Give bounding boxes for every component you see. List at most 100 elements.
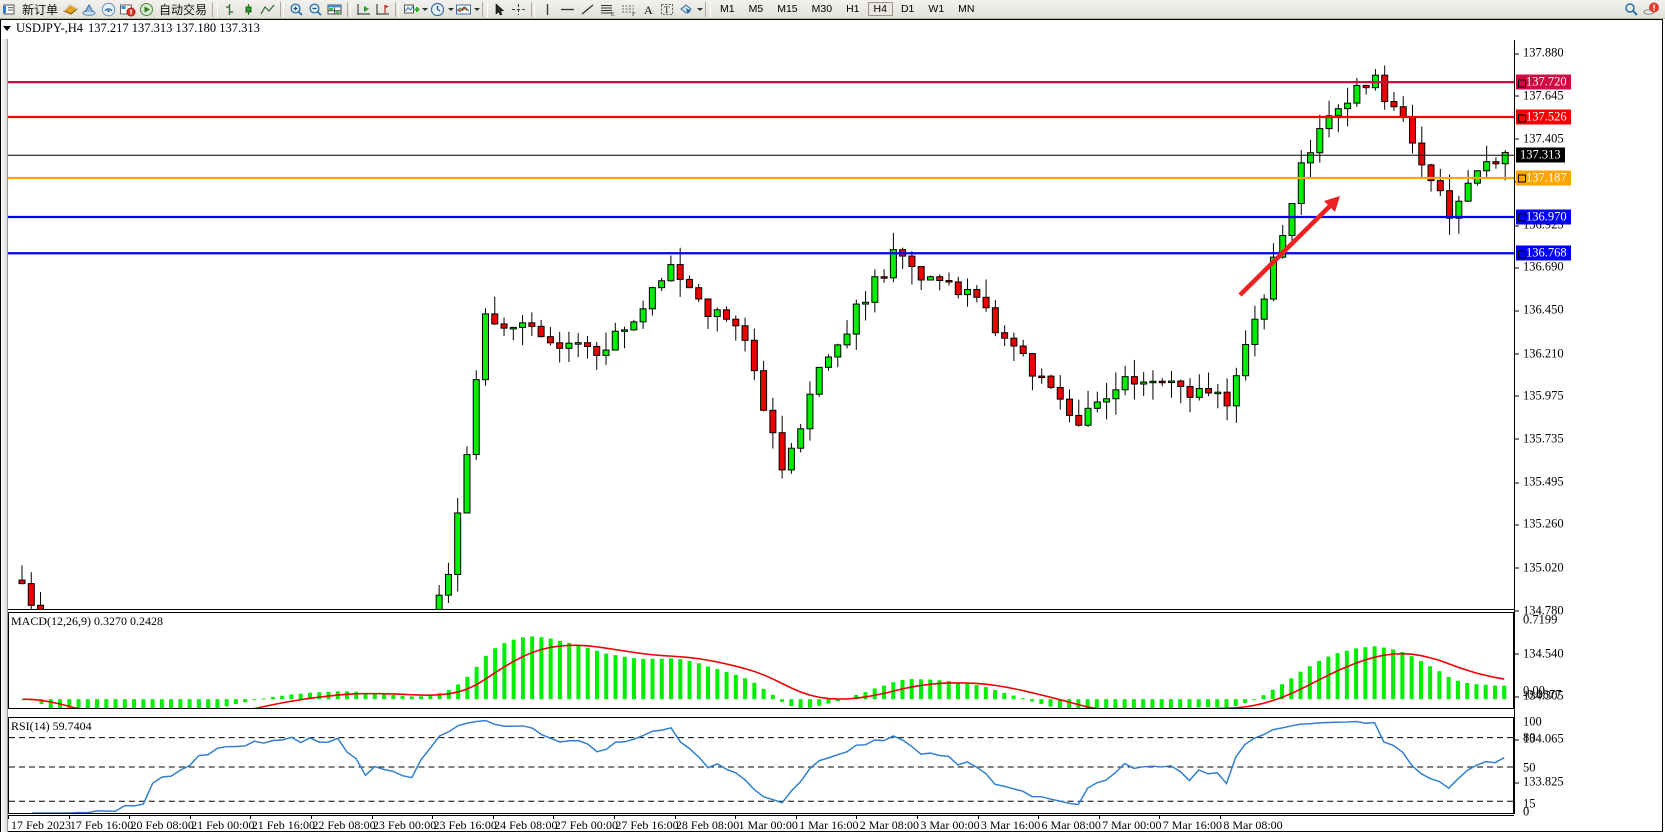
timeframe-m5[interactable]: M5	[748, 3, 764, 15]
shift-chart-icon[interactable]	[355, 1, 372, 18]
timeframe-w1[interactable]: W1	[928, 3, 945, 15]
candlestick	[778, 432, 786, 471]
price-axis[interactable]: 137.880137.645137.405137.165136.925136.6…	[1514, 40, 1664, 819]
candlestick	[537, 325, 545, 338]
macd-histogram-bar	[1483, 684, 1488, 700]
candlestick	[1251, 318, 1259, 345]
candlestick	[676, 264, 684, 280]
level-handle-icon[interactable]	[1518, 213, 1526, 222]
timeframe-h4[interactable]: H4	[867, 2, 893, 16]
rsi-scale-80: 80	[1523, 730, 1536, 745]
level-handle-icon[interactable]	[1518, 250, 1526, 259]
time-tick-mark	[68, 815, 70, 819]
fibonacci-icon[interactable]: E	[598, 1, 617, 18]
templates-icon[interactable]	[455, 1, 472, 18]
candlestick	[1130, 376, 1138, 385]
cursor-icon[interactable]	[491, 1, 508, 18]
candlestick	[630, 321, 638, 331]
crosshair-icon[interactable]	[510, 1, 527, 18]
macd-histogram-bar	[1113, 699, 1118, 708]
rsi-scale-100: 100	[1523, 714, 1542, 729]
new-order-icon[interactable]	[1, 1, 18, 18]
level-handle-icon[interactable]	[1518, 114, 1526, 123]
time-tick-mark	[1098, 815, 1100, 819]
bar-chart-icon[interactable]	[221, 1, 238, 18]
period-dropdown-caret[interactable]	[447, 1, 454, 18]
timeframe-m15[interactable]: M15	[777, 3, 798, 15]
text-icon[interactable]: A	[640, 1, 657, 18]
alerts-icon[interactable]	[1642, 1, 1661, 18]
timeframe-m1[interactable]: M1	[720, 3, 735, 15]
search-icon[interactable]	[1623, 1, 1640, 18]
candlestick-chart-icon[interactable]	[240, 1, 257, 18]
price-level-tag[interactable]: 137.526	[1516, 109, 1571, 125]
period-icon[interactable]	[429, 1, 446, 18]
indicators-dropdown-caret[interactable]	[421, 1, 428, 18]
price-pane[interactable]	[8, 40, 1514, 610]
time-tick-mark	[8, 815, 9, 819]
text-label-icon[interactable]: T	[659, 1, 676, 18]
objects-icon[interactable]	[678, 1, 695, 18]
new-order-label[interactable]: 新订单	[22, 2, 59, 17]
level-handle-icon[interactable]	[1518, 79, 1526, 88]
candlestick	[1167, 380, 1175, 384]
macd-histogram-bar	[1326, 656, 1331, 700]
signals-icon[interactable]	[100, 1, 117, 18]
grid-icon[interactable]	[326, 1, 343, 18]
auto-trading-icon[interactable]	[138, 1, 155, 18]
rsi-pane[interactable]	[8, 717, 1514, 814]
macd-histogram-bar	[1076, 699, 1081, 708]
price-level-tag[interactable]: 136.768	[1516, 245, 1571, 261]
macd-histogram-bar	[585, 647, 590, 700]
macd-histogram-bar	[1020, 698, 1025, 700]
toolbar-grip[interactable]	[705, 1, 712, 17]
horizontal-line-icon[interactable]	[558, 1, 577, 18]
macd-histogram-bar	[706, 666, 711, 700]
price-level-tag[interactable]: 137.187	[1516, 170, 1571, 186]
candlestick	[964, 288, 972, 296]
timeframe-d1[interactable]: D1	[900, 3, 915, 15]
time-tick-mark	[856, 815, 858, 819]
macd-histogram-bar	[1048, 699, 1053, 707]
macd-histogram-bar	[1187, 699, 1192, 708]
macd-pane[interactable]	[8, 612, 1514, 709]
open-account-icon[interactable]	[81, 1, 98, 18]
macd-histogram-bar	[317, 692, 322, 700]
trendline-icon[interactable]	[579, 1, 596, 18]
macd-histogram-bar	[511, 639, 516, 700]
macd-histogram-bar	[196, 699, 201, 708]
objects-dropdown-caret[interactable]	[696, 1, 703, 18]
chart-vertical-scroll[interactable]	[1, 39, 8, 832]
level-handle-icon[interactable]	[1518, 174, 1526, 183]
auto-scroll-icon[interactable]	[374, 1, 391, 18]
chart-menu-triangle-icon[interactable]	[3, 26, 11, 31]
toolbar-grip[interactable]	[212, 1, 219, 17]
macd-histogram-bar	[548, 638, 553, 700]
candlestick	[1279, 234, 1287, 258]
price-level-tag[interactable]: 137.313	[1516, 147, 1565, 163]
time-tick-label: 2 Mar 08:00	[859, 818, 920, 832]
line-chart-icon[interactable]	[259, 1, 276, 18]
charts-icon[interactable]	[62, 1, 79, 18]
macd-histogram-bar	[95, 699, 100, 708]
timeframe-h1[interactable]: H1	[846, 3, 860, 15]
timeframe-mn[interactable]: MN	[958, 3, 975, 15]
time-tick-label: 17 Feb 16:00	[69, 818, 134, 832]
toolbar-grip[interactable]	[482, 1, 489, 17]
zoom-out-icon[interactable]	[307, 1, 324, 18]
macd-histogram-bar	[863, 692, 868, 700]
indicators-icon[interactable]	[403, 1, 420, 18]
price-tick-label: 135.495	[1515, 475, 1564, 490]
market-icon[interactable]	[119, 1, 136, 18]
price-level-tag[interactable]: 136.970	[1516, 209, 1571, 225]
auto-trading-label[interactable]: 自动交易	[159, 2, 208, 17]
templates-dropdown-caret[interactable]	[473, 1, 480, 18]
macd-histogram-bar	[345, 691, 349, 700]
equidistant-channel-icon[interactable]: F	[619, 1, 638, 18]
zoom-in-icon[interactable]	[288, 1, 305, 18]
price-level-tag[interactable]: 137.720	[1516, 74, 1571, 90]
time-axis[interactable]: 17 Feb 2023 17 Feb 16:00 20 Feb 08:00 21 Fe…	[8, 815, 1514, 833]
vertical-line-icon[interactable]	[539, 1, 556, 18]
candlestick	[834, 344, 842, 358]
timeframe-m30[interactable]: M30	[811, 3, 833, 15]
